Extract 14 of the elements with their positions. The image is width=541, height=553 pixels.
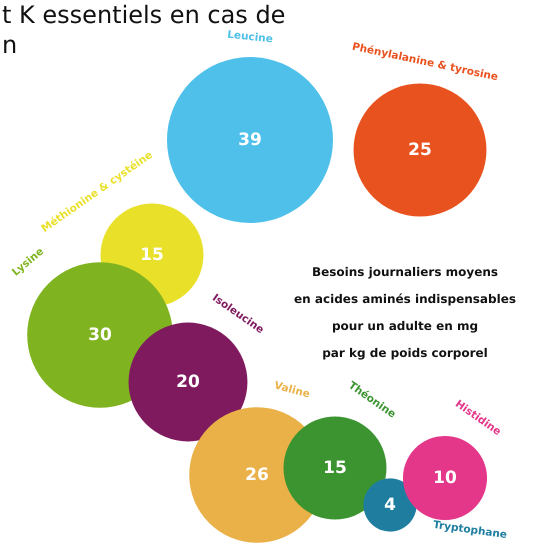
text: Besoins journaliers moyens en acides aminés indispensables pour un adulte en mg par kg de poids corporel	[294, 265, 516, 360]
data-label: 39	[238, 130, 262, 150]
data-label: 25	[408, 140, 432, 160]
text: n	[2, 31, 18, 59]
data-label: 30	[88, 325, 112, 345]
category-label: Valine	[272, 379, 312, 401]
data-label: 20	[176, 372, 200, 392]
data-label: 26	[245, 465, 269, 485]
text: t K essentiels en cas de	[2, 1, 286, 29]
category-label: Leucine	[226, 28, 274, 46]
data-label: 15	[323, 458, 347, 478]
data-label: 10	[433, 468, 457, 488]
data-label: 4	[384, 495, 396, 515]
data-label: 15	[140, 245, 164, 265]
